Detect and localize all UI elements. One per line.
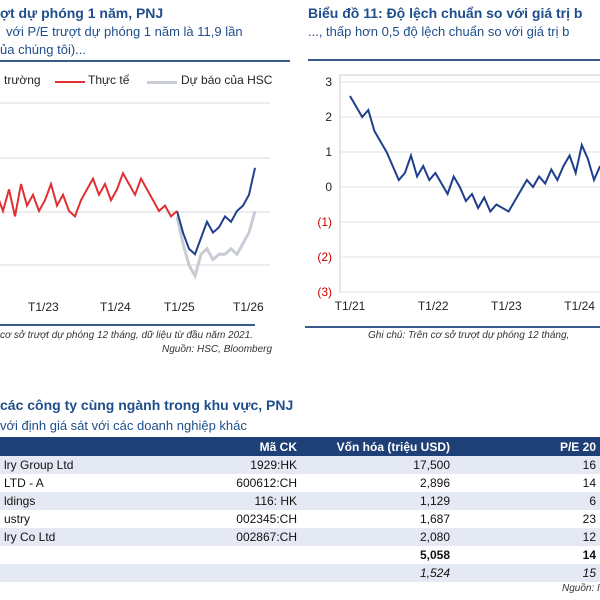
x-tick: T1/21 (335, 299, 366, 313)
table-cell: 15 (454, 564, 600, 582)
left-source: Nguồn: HSC, Bloomberg (162, 344, 273, 355)
left-chart-title: ợt dự phóng 1 năm, PNJ (0, 5, 164, 21)
table-cell: 2,896 (419, 476, 450, 490)
y-tick: (3) (317, 285, 332, 299)
right-chart-subtitle: ..., thấp hơn 0,5 độ lệch chuẩn so với g… (308, 24, 570, 39)
table-subtitle: với định giá sát với các doanh nghiệp kh… (0, 418, 247, 433)
table-row: 5,058 14 (0, 546, 600, 564)
right-caption: Ghi chú: Trên cơ sở trượt dự phóng 12 th… (368, 330, 570, 341)
left-chart (0, 102, 270, 280)
x-tick: T1/24 (564, 299, 595, 313)
legend-actual: Thực tế (88, 73, 130, 87)
table-cell: 23 (582, 512, 596, 526)
table-row: LTD - A 600612:CH 2,896 14 (0, 474, 600, 492)
table-row: lry Group Ltd 1929:HK 17,500 16 (0, 456, 600, 474)
table-row: ustry 002345:CH 1,687 23 (0, 510, 600, 528)
table-cell: 12 (454, 528, 600, 546)
y-tick: 0 (325, 180, 332, 194)
legend-actual-swatch (55, 81, 85, 83)
plot-border (339, 74, 600, 293)
table-cell: LTD - A (4, 476, 44, 490)
y-tick: (1) (317, 215, 332, 229)
table-cell: 002867:CH (158, 528, 301, 546)
table-cell (0, 546, 158, 564)
table-cell: 1,687 (419, 512, 450, 526)
table-cell: 6 (454, 492, 600, 510)
table-cell: lry Co Ltd (0, 528, 158, 546)
table-cell: 600612:CH (236, 476, 297, 490)
x-tick: T1/24 (100, 300, 131, 314)
table-cell: 5,058 (419, 548, 450, 562)
table-cell: 1,524 (301, 564, 454, 582)
x-tick: T1/23 (28, 300, 59, 314)
table-row: ldings 116: HK 1,129 6 (0, 492, 600, 510)
table-cell: ldings (0, 492, 158, 510)
col-name (0, 437, 158, 456)
table-cell: 1929:HK (158, 456, 301, 474)
table-cell: 1,129 (301, 492, 454, 510)
series-line (349, 95, 600, 214)
x-tick: T1/23 (491, 299, 522, 313)
table-cell: 002345:CH (236, 512, 297, 526)
legend-market: trường (4, 73, 41, 87)
right-chart-title: Biểu đồ 11: Độ lệch chuẩn so với giá trị… (308, 5, 583, 21)
table-row: lry Co Ltd 002867:CH 2,080 12 (0, 528, 600, 546)
table-source: Nguồn: I (562, 583, 600, 594)
table-cell: 17,500 (301, 456, 454, 474)
table-title: các công ty cùng ngành trong khu vực, PN… (0, 397, 294, 413)
table-cell (158, 546, 301, 564)
x-tick: T1/25 (164, 300, 195, 314)
legend-forecast-swatch (147, 81, 177, 84)
y-tick: (2) (317, 250, 332, 264)
legend-forecast: Dự báo của HSC (181, 73, 273, 87)
table-row: 1,524 15 (0, 564, 600, 582)
x-tick: T1/26 (233, 300, 264, 314)
y-tick: 2 (325, 110, 332, 124)
col-pe: P/E 20 (454, 437, 600, 456)
series-line (0, 170, 178, 219)
left-caption: cơ sở trượt dự phóng 12 tháng, dữ liệu t… (0, 330, 254, 341)
series-line (175, 210, 257, 280)
right-chart: 3 2 1 0 (1) (2) (3)T1/21 T1/22 T1/23 T1/24 (317, 74, 600, 313)
peer-table: Mã CK Vốn hóa (triệu USD) P/E 20 lry Gro… (0, 437, 600, 582)
left-chart-subtitle: với P/E trượt dự phóng 1 năm là 11,9 lần (6, 24, 243, 39)
table-cell: 2,080 (301, 528, 454, 546)
col-mcap: Vốn hóa (triệu USD) (301, 437, 454, 456)
x-tick: T1/22 (418, 299, 449, 313)
series-line (176, 167, 256, 256)
table-cell: 16 (454, 456, 600, 474)
y-tick: 1 (325, 145, 332, 159)
table-cell (158, 564, 301, 582)
table-cell: 14 (582, 548, 596, 562)
table-cell: ustry (4, 512, 31, 526)
y-tick: 3 (325, 75, 332, 89)
table-cell: lry Group Ltd (0, 456, 158, 474)
table-cell (0, 564, 158, 582)
table-cell: 116: HK (158, 492, 301, 510)
table-cell: 14 (582, 476, 596, 490)
col-ticker: Mã CK (158, 437, 301, 456)
left-chart-subtitle-2: ủa chúng tôi)... (0, 42, 86, 57)
